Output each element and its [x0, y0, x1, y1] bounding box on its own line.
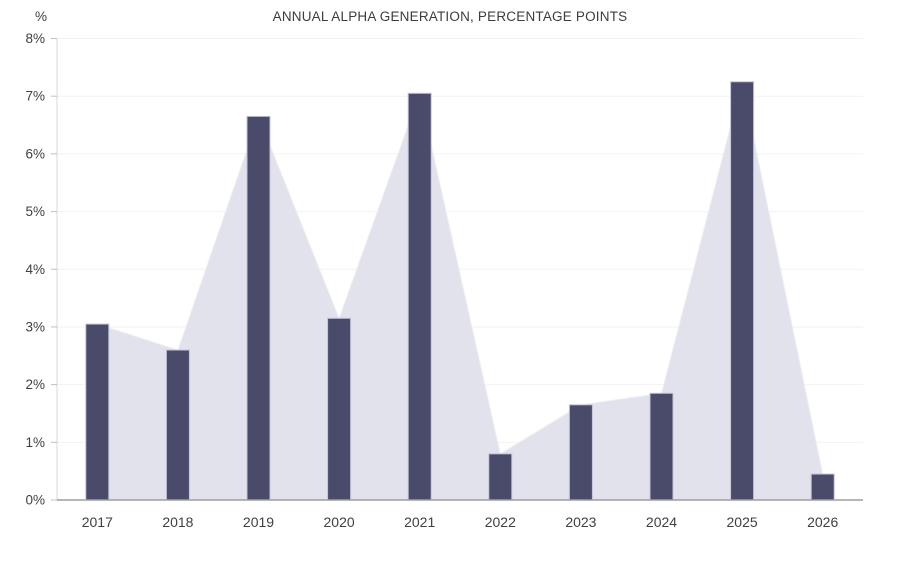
- x-tick-label-2020: 2020: [324, 514, 355, 530]
- x-tick-label-2019: 2019: [243, 514, 274, 530]
- x-tick-label-2023: 2023: [565, 514, 596, 530]
- y-tick-label-6pct: 6%: [25, 146, 45, 161]
- x-tick-label-2026: 2026: [807, 514, 838, 530]
- bar-2018: [165, 349, 190, 501]
- y-axis-unit-label: %: [34, 9, 47, 24]
- bar-2026: [810, 473, 835, 501]
- bar-2019: [246, 115, 271, 501]
- bar-2024: [649, 392, 674, 501]
- x-tick-label-2025: 2025: [727, 514, 758, 530]
- y-tick-label-0pct: 0%: [25, 493, 45, 508]
- chart-title: ANNUAL ALPHA GENERATION, PERCENTAGE POIN…: [272, 9, 628, 24]
- x-tick-label-2017: 2017: [82, 514, 113, 530]
- y-tick-label-4pct: 4%: [25, 262, 45, 277]
- y-tick-label-8pct: 8%: [25, 31, 45, 46]
- bar-2021: [407, 92, 432, 501]
- bar-2020: [327, 317, 352, 501]
- bar-2017: [85, 323, 110, 501]
- bar-2025: [730, 81, 755, 501]
- bar-2023: [568, 404, 593, 501]
- y-tick-label-1pct: 1%: [25, 435, 45, 450]
- x-tick-label-2024: 2024: [646, 514, 677, 530]
- y-tick-label-7pct: 7%: [25, 89, 45, 104]
- x-tick-label-2021: 2021: [404, 514, 435, 530]
- y-tick-label-2pct: 2%: [25, 377, 45, 392]
- area-series: [96, 81, 824, 501]
- bar-2022: [488, 453, 513, 501]
- x-tick-label-2022: 2022: [485, 514, 516, 530]
- x-tick-label-2018: 2018: [162, 514, 193, 530]
- y-tick-label-3pct: 3%: [25, 319, 45, 334]
- y-tick-label-5pct: 5%: [25, 204, 45, 219]
